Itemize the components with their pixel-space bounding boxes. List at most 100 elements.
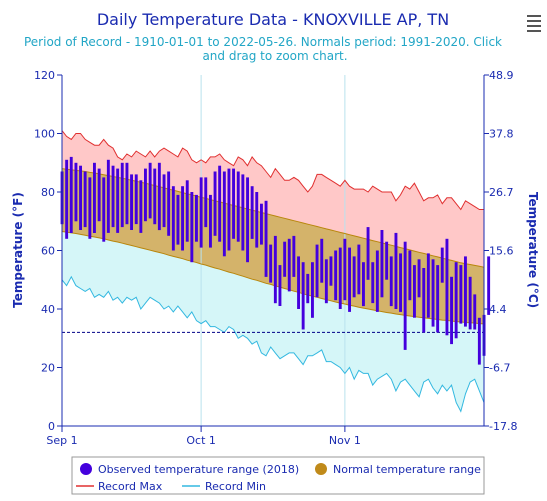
observed-bar-8[interactable] — [97, 168, 101, 222]
observed-bar-32[interactable] — [209, 194, 212, 248]
observed-bar-55[interactable] — [315, 244, 319, 298]
observed-bar-34[interactable] — [218, 165, 222, 242]
observed-bar-15[interactable] — [130, 174, 133, 230]
observed-bar-24[interactable] — [171, 186, 175, 251]
observed-bar-80[interactable] — [431, 259, 435, 327]
observed-bar-22[interactable] — [162, 174, 166, 228]
observed-bar-14[interactable] — [125, 162, 129, 225]
observed-bar-21[interactable] — [157, 162, 161, 231]
observed-bar-72[interactable] — [394, 232, 398, 309]
observed-bar-48[interactable] — [283, 241, 287, 277]
observed-bar-70[interactable] — [385, 241, 389, 280]
observed-bar-23[interactable] — [167, 171, 171, 236]
observed-bar-35[interactable] — [222, 171, 226, 257]
observed-bar-64[interactable] — [357, 244, 361, 295]
observed-bar-74[interactable] — [403, 241, 407, 350]
observed-bar-2[interactable] — [69, 156, 73, 233]
legend-observed-marker[interactable] — [80, 463, 92, 475]
observed-bar-81[interactable] — [436, 265, 440, 333]
observed-bar-90[interactable] — [477, 317, 481, 365]
observed-bar-54[interactable] — [311, 262, 314, 318]
observed-bar-42[interactable] — [255, 192, 259, 248]
observed-bar-36[interactable] — [227, 168, 231, 251]
observed-bar-79[interactable] — [426, 253, 430, 318]
observed-bar-63[interactable] — [352, 256, 356, 298]
record-min-line[interactable] — [61, 275, 485, 413]
menu-icon[interactable] — [527, 15, 541, 32]
observed-bar-28[interactable] — [190, 192, 194, 263]
observed-bar-73[interactable] — [399, 253, 402, 312]
observed-bar-69[interactable] — [380, 230, 384, 298]
observed-bar-44[interactable] — [264, 200, 268, 277]
observed-bar-57[interactable] — [324, 259, 328, 304]
observed-bar-19[interactable] — [148, 162, 152, 219]
legend-observed-label[interactable]: Observed temperature range (2018) — [98, 463, 299, 476]
observed-bar-37[interactable] — [232, 168, 235, 239]
observed-bar-40[interactable] — [246, 177, 249, 263]
observed-bar-46[interactable] — [273, 235, 277, 304]
observed-bar-85[interactable] — [454, 262, 458, 339]
observed-bar-83[interactable] — [445, 238, 449, 336]
observed-bar-29[interactable] — [195, 194, 198, 242]
observed-bar-20[interactable] — [153, 168, 157, 225]
observed-bar-6[interactable] — [88, 177, 92, 239]
observed-bar-76[interactable] — [413, 265, 416, 318]
observed-bar-33[interactable] — [213, 171, 217, 236]
observed-bar-84[interactable] — [450, 276, 453, 345]
observed-bar-82[interactable] — [440, 247, 444, 283]
observed-bar-51[interactable] — [297, 256, 300, 309]
observed-bar-78[interactable] — [422, 268, 426, 333]
observed-bar-75[interactable] — [408, 250, 412, 301]
observed-bar-17[interactable] — [139, 180, 143, 233]
observed-bar-87[interactable] — [464, 256, 467, 327]
observed-bar-65[interactable] — [362, 262, 365, 307]
observed-bar-66[interactable] — [366, 227, 370, 280]
observed-bar-31[interactable] — [204, 177, 208, 228]
observed-bar-77[interactable] — [417, 259, 421, 298]
observed-bar-61[interactable] — [343, 238, 347, 301]
observed-bar-10[interactable] — [106, 159, 110, 233]
observed-bar-86[interactable] — [459, 265, 463, 324]
observed-bar-43[interactable] — [260, 203, 263, 245]
observed-bar-60[interactable] — [338, 247, 342, 309]
observed-bar-11[interactable] — [111, 165, 115, 228]
observed-bar-52[interactable] — [301, 262, 305, 330]
observed-bar-41[interactable] — [250, 186, 254, 239]
observed-bar-45[interactable] — [269, 244, 273, 283]
observed-bar-13[interactable] — [120, 162, 124, 228]
legend-record-max-label[interactable]: Record Max — [98, 480, 163, 493]
record-max-line[interactable] — [61, 130, 484, 211]
observed-bar-5[interactable] — [83, 171, 87, 228]
observed-bar-12[interactable] — [116, 168, 120, 233]
observed-bar-71[interactable] — [389, 256, 393, 307]
observed-bar-67[interactable] — [371, 262, 375, 304]
observed-bar-68[interactable] — [375, 250, 379, 312]
legend-record-min-label[interactable]: Record Min — [205, 480, 266, 493]
legend-normal-marker[interactable] — [315, 463, 327, 475]
observed-bar-50[interactable] — [292, 235, 296, 277]
observed-bar-27[interactable] — [185, 180, 189, 242]
observed-bar-58[interactable] — [329, 256, 333, 286]
observed-bar-59[interactable] — [334, 250, 338, 301]
plot-area[interactable] — [60, 75, 491, 426]
observed-bar-18[interactable] — [144, 168, 147, 222]
observed-bar-9[interactable] — [102, 177, 106, 242]
observed-bar-7[interactable] — [93, 162, 96, 233]
legend-normal-label[interactable]: Normal temperature range — [333, 463, 481, 476]
observed-bar-62[interactable] — [348, 247, 351, 312]
observed-bar-92[interactable] — [487, 256, 491, 315]
observed-bar-47[interactable] — [278, 265, 282, 306]
observed-bar-89[interactable] — [473, 294, 477, 330]
observed-bar-1[interactable] — [65, 159, 69, 239]
observed-bar-88[interactable] — [468, 276, 472, 330]
observed-bar-30[interactable] — [199, 177, 203, 248]
observed-bar-16[interactable] — [134, 174, 138, 225]
observed-bar-38[interactable] — [236, 171, 240, 242]
observed-bar-53[interactable] — [306, 273, 310, 304]
observed-bar-25[interactable] — [176, 194, 180, 245]
observed-bar-4[interactable] — [79, 165, 82, 230]
observed-bar-3[interactable] — [74, 162, 78, 222]
observed-bar-39[interactable] — [241, 174, 245, 251]
observed-bar-26[interactable] — [181, 186, 184, 251]
